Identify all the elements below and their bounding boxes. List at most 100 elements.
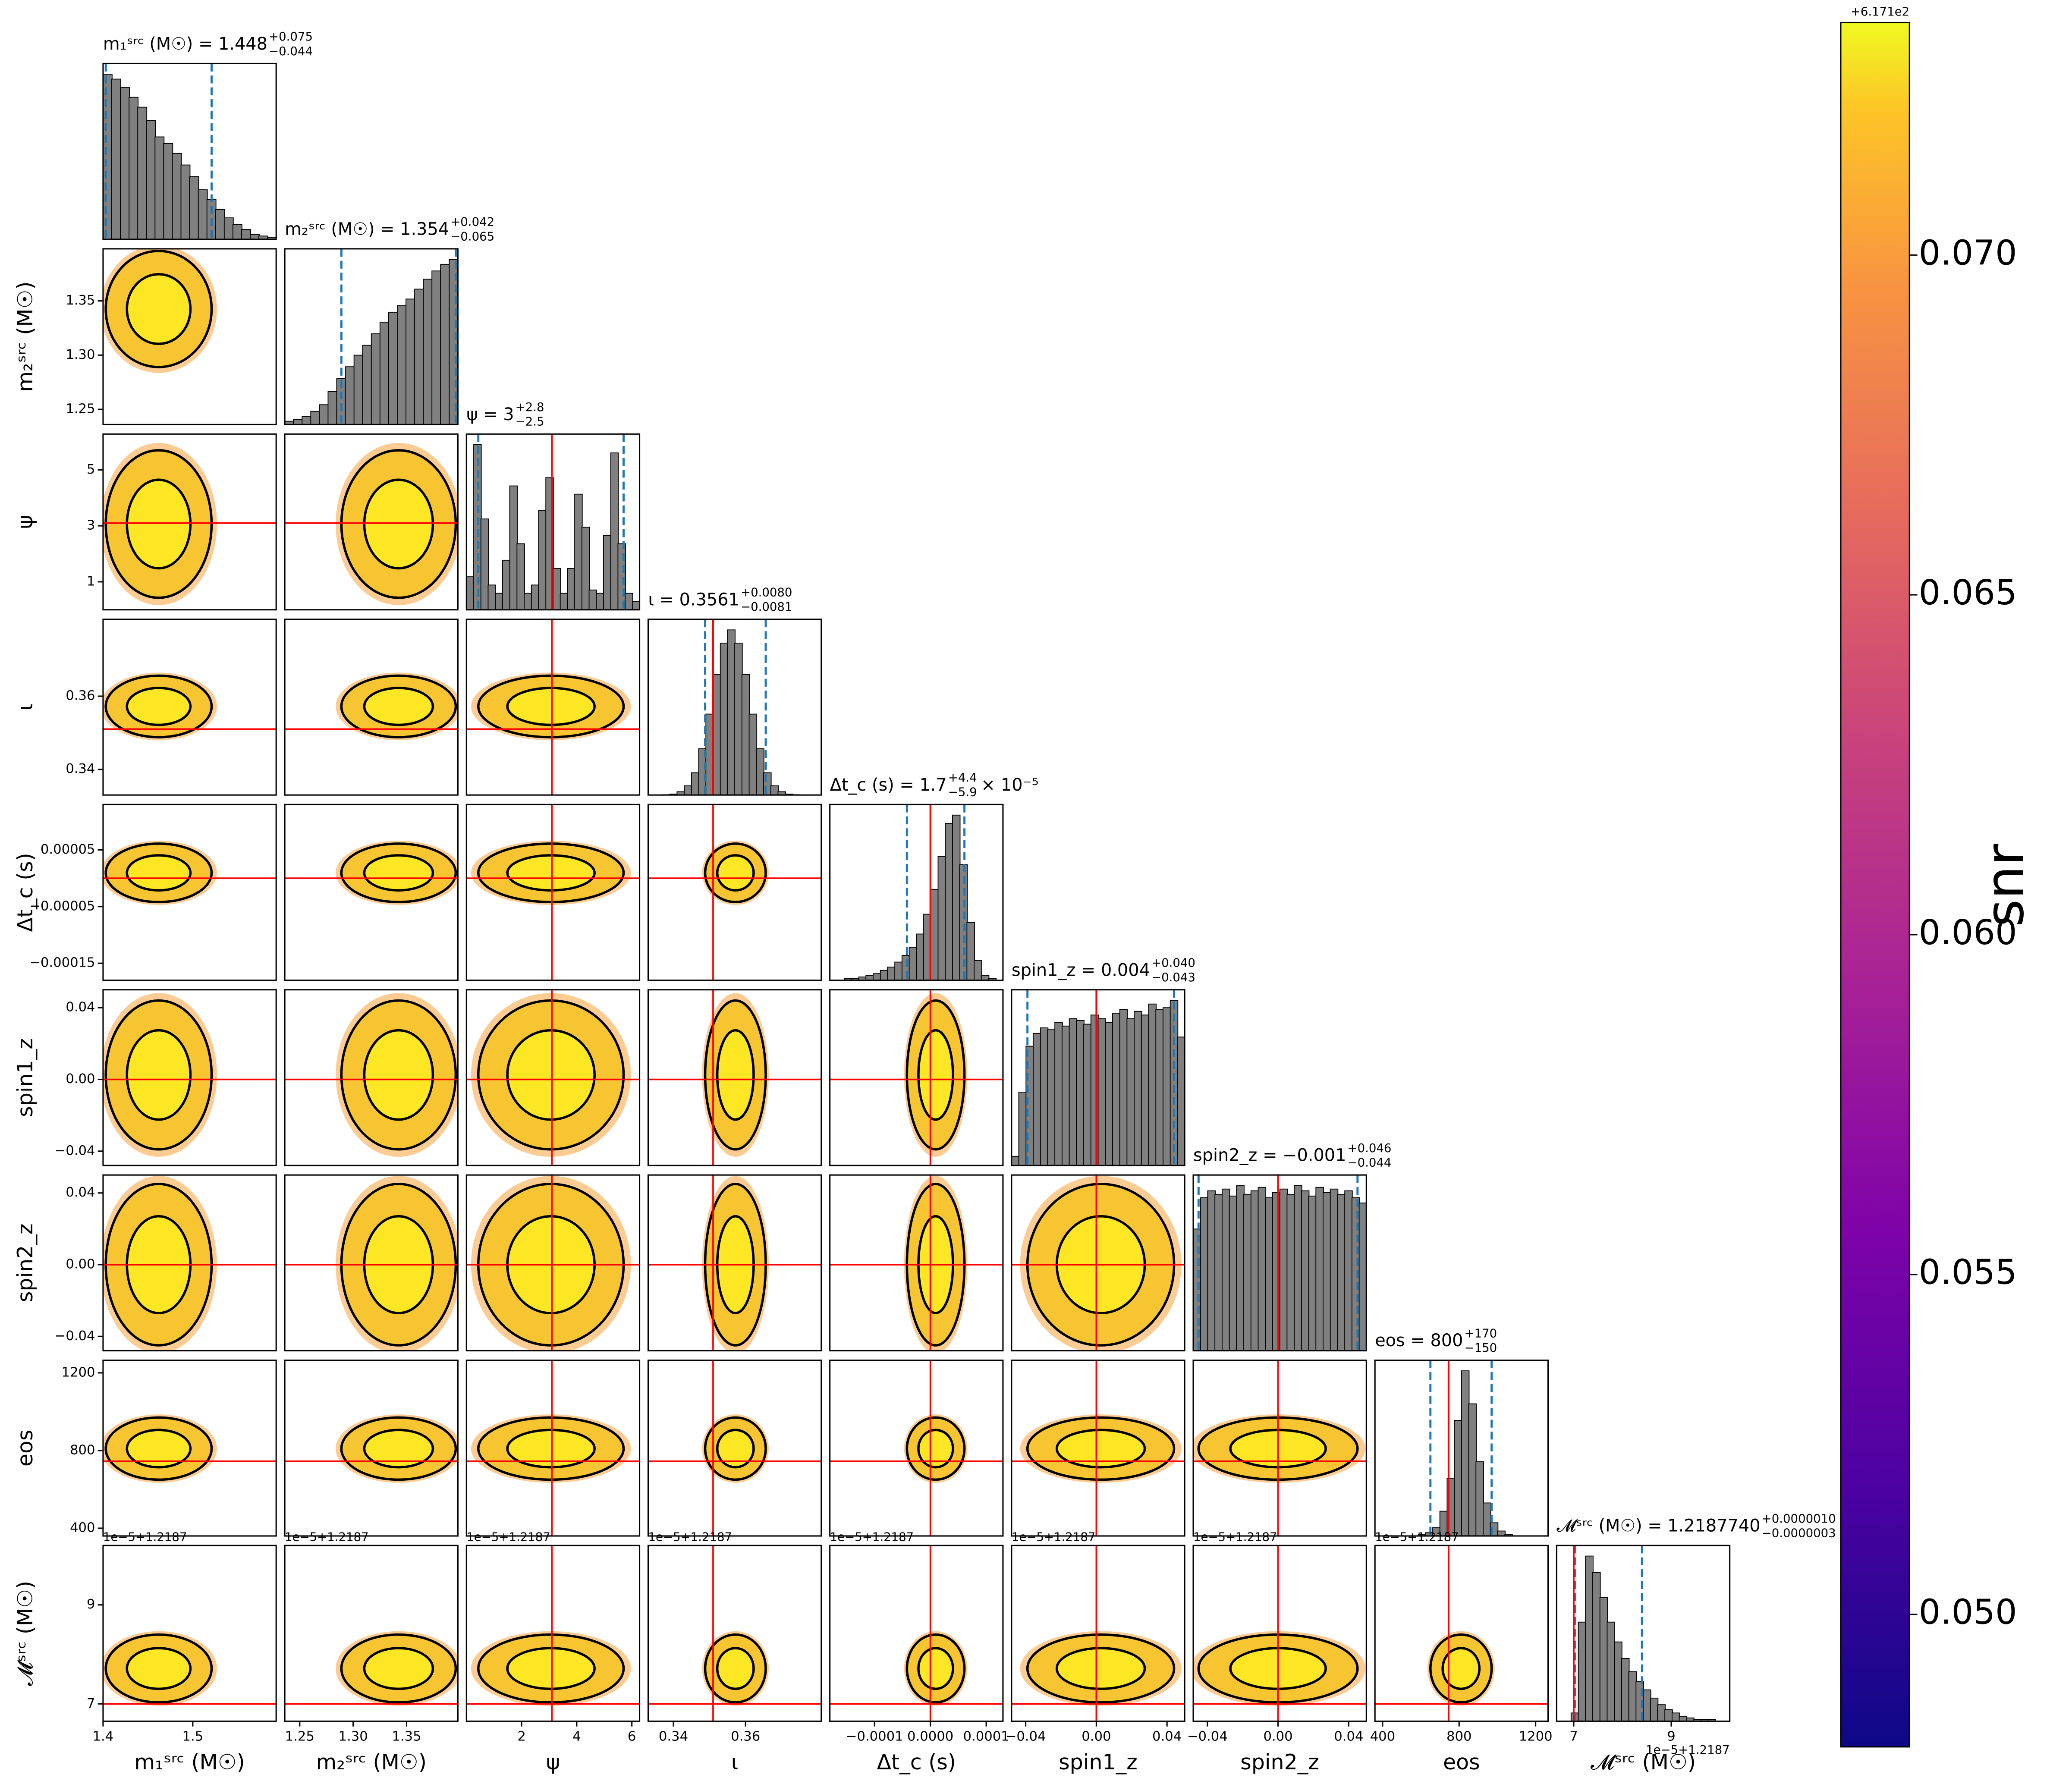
panel-content [1193,1360,1367,1536]
pair-panel: 0.34 0.36 ι [13,619,277,796]
panel-content [285,1414,458,1483]
y-tick-label: −0.00015 [29,955,95,971]
panel-content [1011,1360,1185,1536]
diagonal-panel: Δt_c (s) = 1.7 +4.4−5.9 × 10⁻⁵ [829,771,1039,981]
panel-frame [1374,1360,1549,1537]
hist-bar [1337,1194,1346,1351]
pair-panel [465,619,641,796]
hist-bar [1671,1712,1680,1721]
panel-content [830,1175,1003,1351]
panel-content [1193,1545,1367,1721]
panel-frame [1011,1360,1185,1537]
panel-title: ι = 0.3561 [648,590,739,609]
x-tick-label: −0.04 [1187,1729,1228,1744]
panel-frame [647,804,822,981]
panel-content [830,1545,1003,1721]
contour-50-line [716,854,755,892]
hist-bar [1018,1091,1027,1166]
hist-bar [111,79,121,239]
x-axis-label: eos [1443,1750,1480,1775]
pair-panel: 1e−5+1.2187 400 800 1200 eos [1370,1530,1553,1775]
x-tick-label: 0.34 [659,1729,688,1744]
panel-content [103,1631,277,1706]
pair-panel [829,989,1004,1166]
x-tick-label: 1.4 [93,1729,114,1744]
colorbar-tick-label: 0.065 [1919,572,2017,612]
hist-bar [487,584,497,610]
panel-title: m₁ˢʳᶜ (M☉) = 1.448 [103,34,267,54]
panel-frame [102,1360,277,1537]
hist-bar [1643,1689,1651,1721]
hist-bar [567,568,575,610]
panel-content [844,804,997,980]
hist-bar [1592,1572,1601,1721]
panel-frame [829,1174,1004,1352]
contour-50-line [716,1029,755,1121]
title-plus: +0.042 [450,215,494,229]
hist-bar [1250,1190,1259,1351]
panel-frame [465,1174,641,1352]
contour-50-line [506,1429,596,1469]
hist-bar [502,559,511,610]
hist-bar [1621,1658,1630,1721]
hist-bar [1483,1502,1491,1536]
panel-frame [829,1360,1004,1537]
x-tick-label: 0.36 [731,1729,760,1744]
hist-bar [1163,1007,1171,1166]
hist-bar [1468,1403,1477,1536]
diagonal-panel: m₁ˢʳᶜ (M☉) = 1.448 +0.075−0.044 [102,30,313,240]
pair-panel: 1e−5+1.2187 1.25 1.30 1.35 m₂ˢʳᶜ (M☉) [284,1530,459,1775]
hist-bar [1200,1197,1209,1351]
panel-frame [829,989,1004,1166]
contour-50-line [126,1429,192,1469]
hist-bar [480,518,489,610]
hist-bar [1119,1009,1128,1166]
hist-bar [1607,1621,1615,1721]
hist-bar [466,576,475,610]
hist-bar [538,510,547,610]
x-tick-label: 6 [628,1729,636,1744]
hist-bar [440,264,450,425]
hist-bar [1475,1461,1484,1536]
y-tick-label: −0.00005 [29,898,95,914]
axis-offset: 1e−5+1.2187 [285,1530,369,1544]
panel-content [285,841,458,905]
x-tick-label: −0.0001 [846,1729,903,1744]
axis-offset: 1e−5+1.2187 [830,1530,914,1544]
hist-bar [1126,1018,1135,1166]
colorbar-tick-label: 0.050 [1919,1592,2017,1632]
hist-bar [727,629,736,795]
pair-panel: 1e−5+1.2187 −0.04 0.00 0.04 spin2_z [1187,1530,1367,1775]
y-tick-label: 7 [87,1696,95,1711]
pair-panel [647,989,822,1166]
hist-bar [625,593,633,610]
panel-content [466,1360,640,1536]
hist-bar [1221,1188,1230,1351]
hist-bar [241,229,251,239]
y-tick-label: −0.04 [55,1329,95,1344]
hist-bar [414,289,424,425]
x-axis-label: spin2_z [1240,1750,1319,1775]
colorbar-tick-label: 0.060 [1919,912,2017,952]
hist-bar [473,444,482,610]
x-tick-label: 0.0001 [963,1729,1009,1744]
hist-bar [770,785,779,795]
contour-50-line [506,854,596,892]
pair-panel [829,1360,1004,1537]
hist-bar [887,967,896,980]
panel-frame [284,619,459,796]
panel-frame [102,433,277,611]
contour-50-line [363,478,434,570]
panel-title: m₂ˢʳᶜ (M☉) = 1.354 [285,219,449,239]
contour-50-line [363,1029,434,1121]
contour-50-line [126,478,192,570]
hist-bar [1497,1530,1506,1536]
x-tick-label: 1.30 [339,1729,368,1744]
hist-bar [345,366,355,425]
panel-frame [647,989,822,1166]
hist-bar [1650,1697,1659,1721]
x-tick-label: 0.00 [1263,1729,1292,1744]
axis-offset: 1e−5+1.2187 [1193,1530,1277,1544]
panel-content [648,989,821,1166]
